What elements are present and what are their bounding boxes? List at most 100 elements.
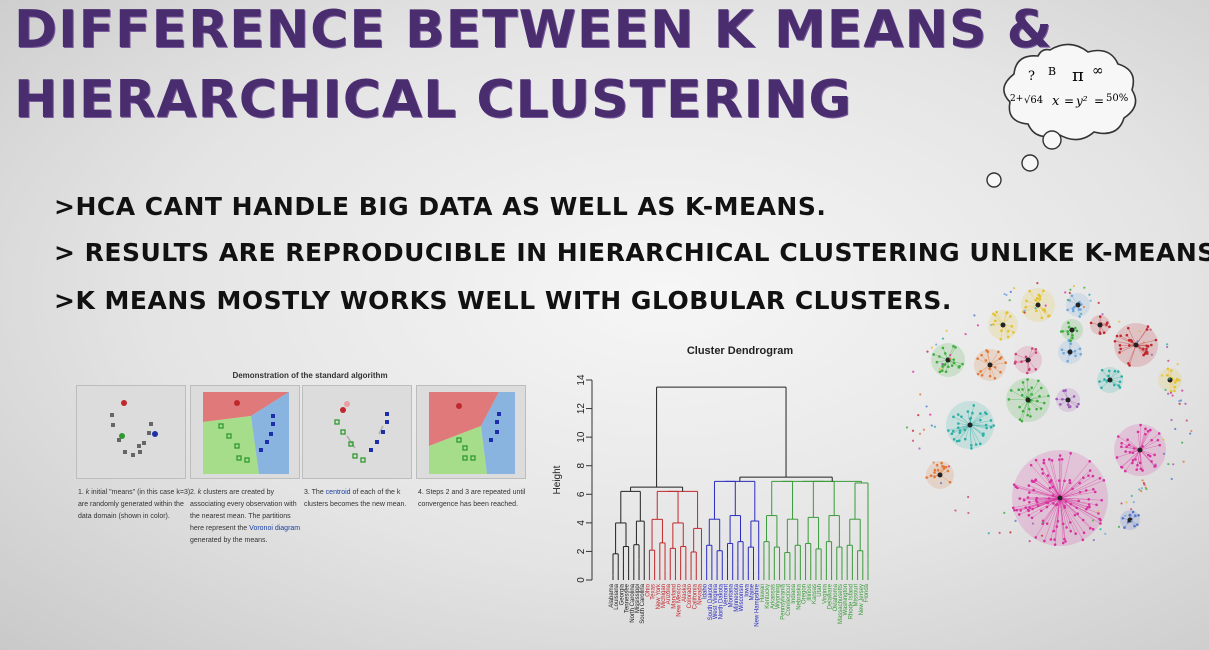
network-edge (969, 424, 992, 428)
network-node (1025, 371, 1029, 375)
network-node (1087, 474, 1090, 477)
network-node (1118, 351, 1121, 354)
network-node (1072, 285, 1076, 288)
network-node (1060, 457, 1064, 461)
dendrogram-chart: 0 2 4 6 8 10 12 14 Height Alabama Louisiana Georgia… (552, 374, 870, 627)
network-node (1120, 445, 1123, 449)
network-edge (1049, 482, 1061, 499)
network-node (1060, 348, 1064, 351)
network-node (1142, 353, 1145, 357)
network-node (1100, 368, 1104, 372)
network-edge (1027, 399, 1042, 409)
network-edge (1059, 497, 1064, 544)
network-node (1100, 386, 1103, 390)
leaf-label: Alaska (682, 583, 688, 602)
network-node (1012, 331, 1015, 334)
network-node (1010, 325, 1013, 328)
network-edge (1059, 475, 1094, 499)
network-edge (1139, 428, 1146, 451)
network-node (1107, 369, 1111, 373)
network-node (1034, 298, 1037, 302)
centroid-link[interactable]: centroid (325, 489, 351, 496)
leaf-label: Massachusetts (838, 584, 844, 624)
network-node (1080, 312, 1083, 315)
network-node (1061, 397, 1064, 401)
network-node (911, 429, 915, 432)
network-edge (1121, 446, 1141, 451)
network-node (1021, 381, 1025, 384)
network-node (973, 314, 976, 317)
network-node (1118, 320, 1121, 323)
network-node (1034, 348, 1038, 351)
network-node (963, 437, 967, 441)
network-node (1124, 469, 1127, 473)
leaf-label: Louisiana (614, 583, 620, 609)
leaf-label: Florida (864, 583, 870, 602)
network-node (1171, 394, 1174, 397)
network-node (1030, 479, 1034, 483)
network-node (940, 461, 943, 465)
network-node (929, 413, 932, 416)
leaf-label: Mississippi (635, 584, 641, 613)
network-node (1028, 540, 1031, 543)
network-node (1181, 389, 1184, 392)
network-node (1046, 501, 1050, 505)
network-node (1105, 321, 1109, 325)
network-node (1048, 458, 1051, 461)
network-node (1157, 432, 1161, 435)
network-node (1027, 407, 1031, 411)
network-node (1038, 394, 1041, 398)
network-node (958, 364, 961, 368)
network-node (957, 439, 961, 443)
network-node (1093, 490, 1097, 494)
network-node (1119, 347, 1122, 351)
network-edge (1139, 429, 1151, 451)
network-node (911, 439, 915, 442)
network-edge (1059, 488, 1073, 499)
leaf-label: Georgia (619, 583, 625, 605)
network-edge (1041, 497, 1061, 511)
network-node (1052, 530, 1055, 533)
network-node (1135, 468, 1139, 471)
network-node (985, 426, 988, 430)
network-node (912, 370, 915, 373)
network-hub (937, 472, 943, 478)
network-edge (1120, 344, 1137, 350)
network-node (1184, 402, 1187, 405)
network-node (925, 405, 928, 408)
network-node (1027, 388, 1030, 392)
network-node (1118, 344, 1122, 347)
network-node (1006, 335, 1010, 339)
network-node (1071, 334, 1074, 337)
network-hub (1069, 327, 1075, 333)
network-node (987, 532, 990, 535)
network-node (979, 412, 982, 415)
network-edge (1127, 439, 1141, 451)
network-node (980, 353, 983, 357)
network-node (942, 465, 946, 469)
network-node (997, 350, 1000, 354)
leaf-label: Arizona (666, 583, 672, 604)
network-node (941, 346, 945, 350)
network-node (1025, 299, 1028, 303)
network-node (947, 365, 950, 369)
network-node (956, 413, 960, 416)
network-node (1102, 479, 1106, 482)
network-node (1173, 381, 1177, 384)
network-edge (1059, 497, 1085, 533)
network-node (932, 353, 935, 356)
network-node (1020, 393, 1024, 397)
network-node (1081, 538, 1085, 542)
network-node (1075, 506, 1078, 510)
network-edge (1059, 497, 1065, 540)
voronoi-diagram-link[interactable]: Voronoi diagram (249, 525, 301, 532)
network-node (1061, 541, 1065, 545)
network-node (1142, 341, 1145, 344)
network-hub (1025, 397, 1031, 403)
network-edge (1056, 497, 1061, 527)
network-node (1059, 330, 1063, 333)
network-edge (969, 424, 984, 434)
network-node (1079, 308, 1082, 311)
network-node (1052, 502, 1055, 505)
network-node (1190, 429, 1193, 433)
